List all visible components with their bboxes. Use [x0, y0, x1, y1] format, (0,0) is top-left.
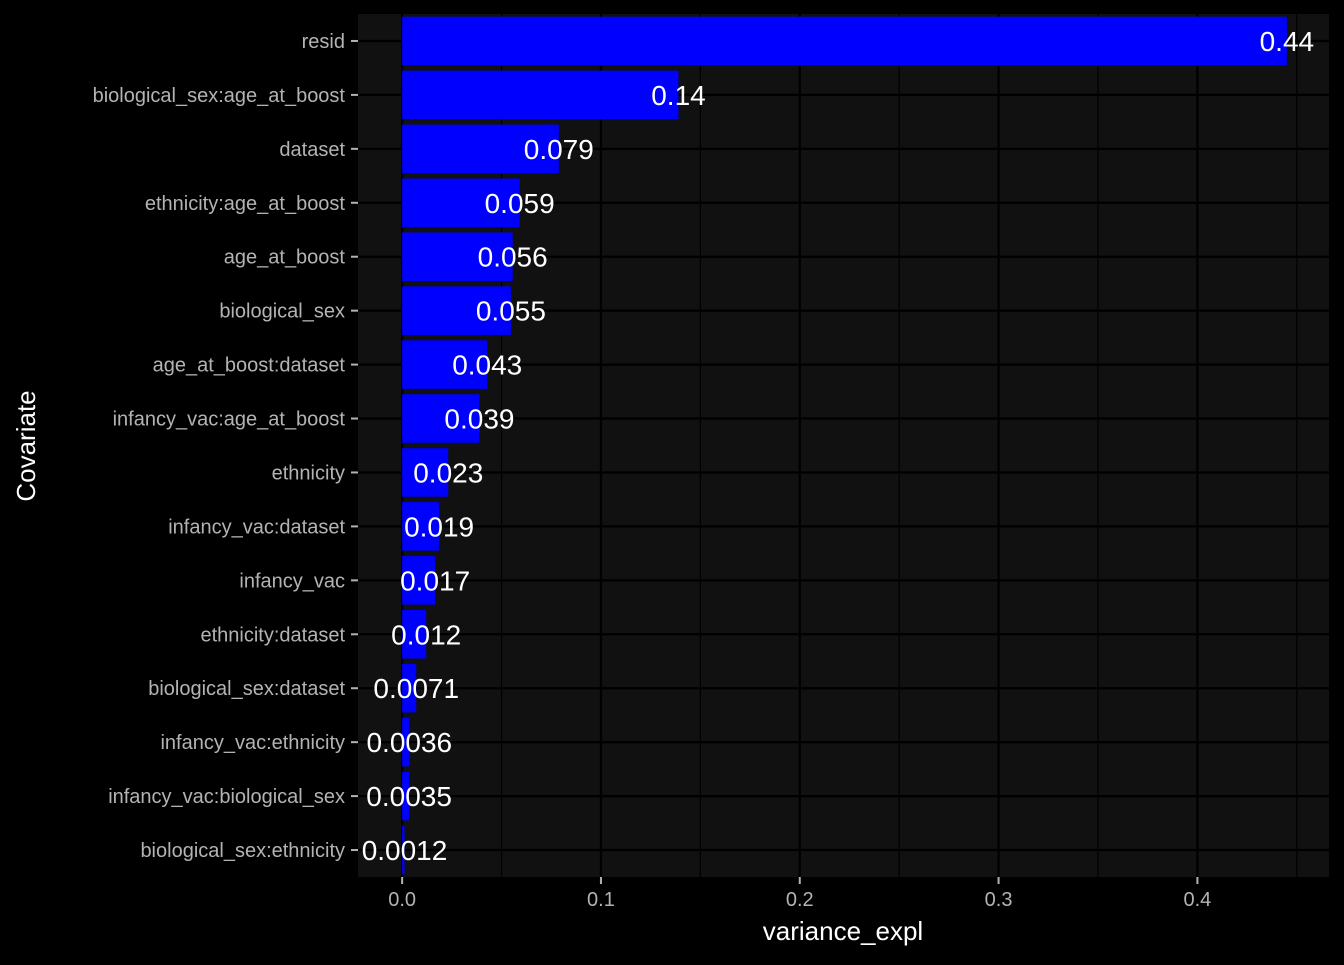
- y-tick-label: biological_sex: [219, 301, 345, 323]
- data-label: 0.14: [651, 80, 706, 111]
- bar-infancy-vac-dataset: [402, 502, 440, 551]
- y-tick-label: ethnicity:age_at_boost: [145, 193, 346, 215]
- data-label: 0.039: [444, 404, 514, 435]
- data-label: 0.012: [391, 619, 461, 650]
- y-tick-label: infancy_vac:biological_sex: [108, 786, 345, 808]
- bar-biological-sex-dataset: [402, 663, 417, 713]
- y-tick-label: dataset: [279, 139, 345, 161]
- bar-biological-sex-ethnicity: [402, 825, 405, 875]
- y-tick-label: resid: [302, 31, 345, 53]
- data-label: 0.043: [452, 350, 522, 381]
- bar-infancy-vac-biological-sex: [402, 771, 410, 821]
- data-label: 0.079: [524, 134, 594, 165]
- data-label: 0.023: [413, 457, 483, 488]
- bar-ethnicity-age-at-boost: [402, 178, 520, 228]
- data-label: 0.0012: [362, 835, 448, 866]
- x-axis-title: variance_expl: [763, 916, 923, 946]
- data-label: 0.0036: [366, 727, 452, 758]
- data-label: 0.019: [404, 511, 474, 542]
- y-tick-label: ethnicity:dataset: [200, 624, 345, 646]
- x-tick-label: 0.2: [786, 889, 814, 911]
- data-label: 0.0035: [366, 781, 452, 812]
- data-label: 0.055: [476, 296, 546, 327]
- bar-age-at-boost: [402, 232, 513, 281]
- bar-biological-sex: [402, 286, 511, 335]
- y-tick-label: infancy_vac:ethnicity: [160, 732, 345, 754]
- bar-infancy-vac-age-at-boost: [402, 394, 480, 443]
- y-tick-label: infancy_vac:age_at_boost: [113, 409, 346, 431]
- y-tick-label: biological_sex:age_at_boost: [93, 85, 346, 107]
- x-tick-label: 0.3: [985, 889, 1013, 911]
- y-tick-label: age_at_boost: [224, 247, 346, 269]
- bar-dataset: [402, 124, 559, 174]
- y-tick-label: infancy_vac: [239, 570, 345, 592]
- bar-biological-sex-age-at-boost: [402, 70, 679, 120]
- data-label: 0.017: [400, 565, 470, 596]
- x-tick-label: 0.0: [388, 889, 416, 911]
- x-tick-label: 0.4: [1183, 889, 1211, 911]
- bar-infancy-vac-ethnicity: [402, 717, 410, 767]
- data-label: 0.056: [478, 242, 548, 273]
- x-tick-label: 0.1: [587, 889, 615, 911]
- bar-resid: [402, 16, 1287, 66]
- bar-infancy-vac: [402, 556, 436, 605]
- y-axis-title: Covariate: [11, 390, 41, 501]
- y-tick-label: biological_sex:ethnicity: [140, 840, 345, 862]
- y-tick-label: biological_sex:dataset: [148, 678, 345, 700]
- y-tick-label: age_at_boost:dataset: [153, 355, 346, 377]
- y-tick-label: infancy_vac:dataset: [168, 516, 345, 538]
- bar-age-at-boost-dataset: [402, 340, 488, 389]
- bar-ethnicity: [402, 448, 449, 497]
- y-tick-label: ethnicity: [272, 462, 345, 484]
- data-label: 0.44: [1260, 26, 1315, 57]
- data-label: 0.0071: [373, 673, 459, 704]
- bar-ethnicity-dataset: [402, 610, 427, 659]
- data-label: 0.059: [485, 188, 555, 219]
